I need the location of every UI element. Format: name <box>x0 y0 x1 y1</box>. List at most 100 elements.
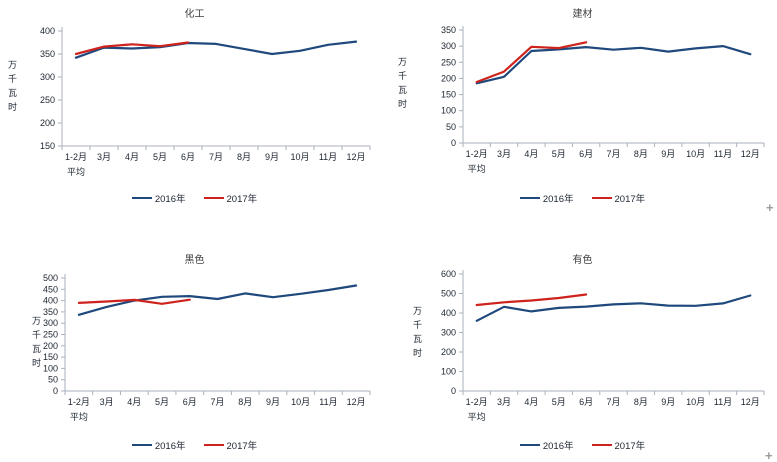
series-line-2016年 <box>74 40 358 59</box>
legend: 2016年 2017年 <box>0 191 389 205</box>
series-line-2017年 <box>77 298 191 305</box>
x-category-label: 12月 <box>347 397 366 407</box>
x-category-label: 6月 <box>183 397 197 407</box>
chart-title: 化工 <box>184 9 205 20</box>
y-tick-label: 300 <box>43 318 58 328</box>
y-tick-label: 200 <box>40 118 55 128</box>
y-tick-label: 300 <box>441 41 456 51</box>
legend-item-2016: 2016年 <box>519 438 574 452</box>
y-tick-label: 150 <box>441 90 456 100</box>
x-category-label: 5月 <box>552 149 566 159</box>
y-tick-label: 300 <box>40 72 55 82</box>
x-category-label-line2: 平均 <box>70 411 88 422</box>
legend-line-swatch-2017 <box>591 196 612 200</box>
series-line-2017年 <box>475 41 588 84</box>
y-tick-label: 150 <box>40 141 55 151</box>
chart-chemical[interactable]: 化工 万千瓦时 150 200 250 300 350 400 1-2月 平均 3月 4月 5月 6月… <box>0 0 389 231</box>
chart-title: 黑色 <box>184 255 205 266</box>
legend-line-swatch-2017 <box>203 443 224 447</box>
y-tick-label: 50 <box>48 375 58 385</box>
y-tick-label: 250 <box>43 330 58 340</box>
x-category-label: 1-2月 <box>466 149 488 159</box>
legend-item-2017: 2017年 <box>203 191 258 205</box>
chart-title: 有色 <box>572 255 593 266</box>
legend-item-2017: 2017年 <box>203 438 257 452</box>
chart-nonferrous[interactable]: 有色 万千瓦时 0 100 200 300 400 500 600 1-2月 平均 3月 4月 5月 6… <box>388 231 777 462</box>
legend-label: 2017年 <box>226 194 258 205</box>
legend-label: 2016年 <box>542 194 574 205</box>
x-category-label: 4月 <box>127 397 141 407</box>
legend: 2016年 2017年 <box>388 438 777 452</box>
x-category-label-line2: 平均 <box>67 166 85 177</box>
y-tick-label: 200 <box>43 341 58 351</box>
x-category-label: 3月 <box>97 152 111 162</box>
legend-line-swatch-2016 <box>131 196 152 200</box>
legend-line-swatch-2016 <box>519 443 540 447</box>
x-category-label: 3月 <box>497 149 511 159</box>
x-category-label: 11月 <box>319 397 337 407</box>
x-category-label: 10月 <box>686 149 705 159</box>
y-axis-label: 万千瓦时 <box>412 306 422 362</box>
y-tick-label: 600 <box>441 269 456 279</box>
x-category-label: 9月 <box>661 397 675 407</box>
x-category-label: 5月 <box>155 397 169 407</box>
x-category-label: 12月 <box>741 149 760 159</box>
x-category-label: 10月 <box>291 397 310 407</box>
x-category-label: 11月 <box>319 152 337 162</box>
legend-label: 2016年 <box>154 441 186 452</box>
cell-cursor-plus-icon: + <box>766 200 774 215</box>
y-tick-label: 300 <box>441 328 456 338</box>
series-line-2016年 <box>475 44 752 85</box>
legend-line-swatch-2016 <box>131 443 152 447</box>
y-tick-label: 50 <box>446 122 456 132</box>
cell-cursor-plus-icon: + <box>765 448 773 462</box>
legend-label: 2017年 <box>614 194 646 205</box>
legend-item-2017: 2017年 <box>591 438 646 452</box>
y-tick-label: 400 <box>441 308 456 318</box>
y-axis-label: 万千瓦时 <box>397 57 407 113</box>
x-category-label: 10月 <box>686 397 705 407</box>
legend: 2016年 2017年 <box>388 191 777 205</box>
y-axis-label: 万千瓦时 <box>7 60 17 116</box>
x-category-label: 8月 <box>238 397 252 407</box>
y-axis-label: 万千瓦时 <box>31 316 41 372</box>
x-category-label: 9月 <box>661 149 675 159</box>
x-category-label: 1-2月 <box>65 152 87 162</box>
y-tick-label: 100 <box>43 363 58 373</box>
legend-label: 2016年 <box>154 194 186 205</box>
legend-item-2016: 2016年 <box>519 191 574 205</box>
x-category-label: 1-2月 <box>68 397 90 407</box>
x-category-label: 7月 <box>210 397 224 407</box>
y-tick-label: 500 <box>43 273 58 283</box>
x-category-label: 12月 <box>741 397 760 407</box>
x-category-label-line2: 平均 <box>468 163 486 174</box>
y-tick-label: 0 <box>53 386 58 396</box>
chart-building-materials[interactable]: 建材 万千瓦时 0 50 100 150 200 250 300 350 1-2月 平均 3月 4月 5… <box>388 0 777 231</box>
series-line-2017年 <box>74 41 190 56</box>
chart-title: 建材 <box>572 9 593 20</box>
y-tick-label: 200 <box>441 73 456 83</box>
y-tick-label: 0 <box>451 138 456 148</box>
x-category-label: 7月 <box>606 149 620 159</box>
y-tick-label: 150 <box>43 352 58 362</box>
x-category-label: 11月 <box>714 149 732 159</box>
y-tick-label: 200 <box>441 347 456 357</box>
y-tick-label: 100 <box>441 106 456 116</box>
legend-line-swatch-2016 <box>519 196 540 200</box>
x-category-label: 11月 <box>714 397 732 407</box>
legend-label: 2017年 <box>614 441 646 452</box>
x-category-label: 7月 <box>209 152 223 162</box>
x-category-label-line2: 平均 <box>468 411 486 422</box>
x-category-label: 5月 <box>552 397 566 407</box>
legend-item-2016: 2016年 <box>131 438 186 452</box>
y-tick-label: 400 <box>40 26 55 36</box>
chart-ferrous[interactable]: 黑色 万千瓦时 0 50 100 150 200 250 300 350 400 450 500 1-… <box>0 231 389 462</box>
x-category-label: 1-2月 <box>466 397 488 407</box>
x-category-label: 6月 <box>579 149 593 159</box>
y-tick-label: 350 <box>441 25 456 35</box>
x-category-label: 7月 <box>606 397 620 407</box>
